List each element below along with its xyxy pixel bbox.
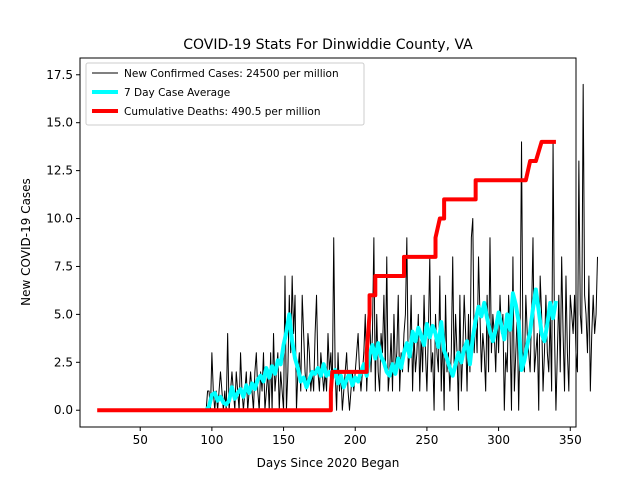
y-tick-label: 10.0	[46, 212, 73, 226]
legend-label-new-cases: New Confirmed Cases: 24500 per million	[124, 68, 339, 80]
x-axis: 50 100 150 200 250 300 350	[133, 427, 582, 447]
x-tick-label: 150	[272, 433, 295, 447]
x-tick-label: 300	[487, 433, 510, 447]
legend-label-cumulative-deaths: Cumulative Deaths: 490.5 per million	[124, 106, 321, 118]
y-tick-label: 7.5	[54, 259, 73, 273]
x-tick-label: 250	[415, 433, 438, 447]
x-axis-title: Days Since 2020 Began	[257, 456, 400, 470]
x-tick-label: 50	[133, 433, 148, 447]
x-tick-label: 200	[344, 433, 367, 447]
series-line-7-day-average	[204, 287, 558, 412]
y-tick-label: 2.5	[54, 355, 73, 369]
y-tick-label: 15.0	[46, 116, 73, 130]
plot-frame	[79, 57, 577, 428]
series-layer	[97, 83, 598, 413]
chart-title: COVID-19 Stats For Dinwiddie County, VA	[183, 37, 473, 53]
x-tick-label: 100	[200, 433, 223, 447]
series-line-cumulative-deaths	[97, 139, 556, 413]
y-tick-label: 5.0	[54, 307, 73, 321]
y-tick-label: 17.5	[46, 68, 73, 82]
x-tick-label: 350	[559, 433, 582, 447]
y-tick-label: 0.0	[54, 403, 73, 417]
legend: New Confirmed Cases: 24500 per million 7…	[85, 62, 365, 126]
legend-box	[85, 62, 365, 126]
legend-label-7-day-average: 7 Day Case Average	[124, 87, 230, 99]
y-axis-title: New COVID-19 Cases	[19, 178, 33, 306]
y-tick-label: 12.5	[46, 164, 73, 178]
y-axis: 0.0 2.5 5.0 7.5 10.0 12.5 15.0 17.5	[46, 68, 80, 417]
